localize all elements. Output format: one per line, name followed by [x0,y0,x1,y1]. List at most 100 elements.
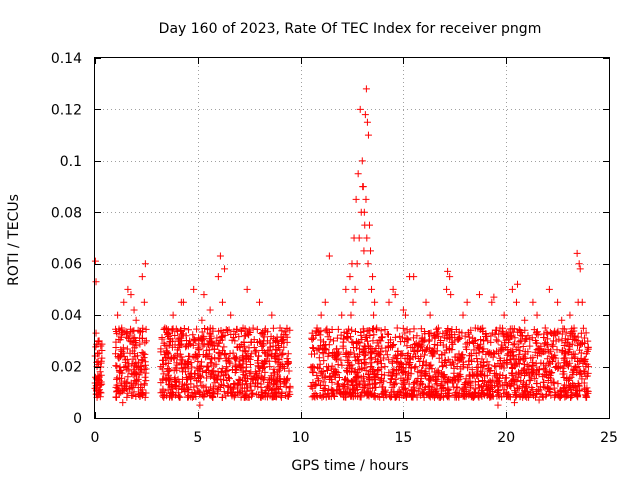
band-point [343,377,351,385]
band-point [378,334,386,342]
data-point [229,388,237,396]
band-point [521,350,529,358]
band-point [223,377,231,385]
band-point [191,388,199,396]
band-point [212,360,220,368]
band-point [441,356,449,364]
band-point [342,353,350,361]
band-point [366,384,374,392]
data-point [336,388,344,396]
band-point [425,365,433,373]
band-point [178,385,186,393]
data-point [96,388,104,396]
band-point [447,328,455,336]
data-point [212,375,220,383]
band-point [217,351,225,359]
band-point [581,391,589,399]
data-point [221,265,229,273]
band-point [362,360,370,368]
band-point [339,382,347,390]
band-point [242,363,250,371]
band-point [238,341,246,349]
band-point [247,386,255,394]
data-point [401,311,409,319]
band-point [504,382,512,390]
data-point [444,267,452,275]
band-point [518,332,526,340]
band-point [220,388,228,396]
band-point [409,343,417,351]
band-point [329,348,337,356]
band-point [203,346,211,354]
band-point [514,355,522,363]
band-point [131,353,139,361]
band-point [162,374,170,382]
band-point [233,325,241,333]
data-point [95,337,103,345]
band-point [358,336,366,344]
band-point [269,385,277,393]
band-point [439,330,447,338]
band-point [214,339,222,347]
band-point [203,374,211,382]
data-point [264,383,272,391]
band-point [337,356,345,364]
band-point [508,348,516,356]
data-point [412,363,420,371]
band-point [360,383,368,391]
band-point [285,367,293,375]
data-point [488,298,496,306]
band-point [445,389,453,397]
band-point [404,336,412,344]
data-point [533,311,541,319]
band-point [167,392,175,400]
band-point [510,325,518,333]
band-point [478,367,486,375]
band-point [434,372,442,380]
band-point [211,354,219,362]
data-point [461,383,469,391]
band-point [193,325,201,333]
band-point [312,327,320,335]
band-point [432,330,440,338]
x-tick-label: 5 [193,430,202,446]
band-point [265,384,273,392]
band-point [176,350,184,358]
band-point [523,361,531,369]
band-point [191,374,199,382]
band-point [548,369,556,377]
band-point [123,384,131,392]
data-point [453,388,461,396]
band-point [377,360,385,368]
band-point [554,364,562,372]
data-point [169,311,177,319]
band-point [388,375,396,383]
band-point [438,351,446,359]
data-point [233,363,241,371]
band-point [254,375,262,383]
data-point [371,298,379,306]
band-point [489,392,497,400]
band-point [255,352,263,360]
band-point [511,389,519,397]
band-point [539,378,547,386]
band-point [315,346,323,354]
band-point [439,384,447,392]
data-point [208,388,216,396]
band-point [136,392,144,400]
data-point [227,311,235,319]
band-point [328,378,336,386]
data-point [128,383,136,391]
band-point [352,344,360,352]
band-point [257,330,265,338]
data-point [475,291,483,299]
band-point [283,333,291,341]
data-point [562,350,570,358]
band-point [533,366,541,374]
data-point [329,337,337,345]
band-point [313,371,321,379]
band-point [308,336,316,344]
band-point [92,343,100,351]
band-point [376,351,384,359]
band-point [157,379,165,387]
